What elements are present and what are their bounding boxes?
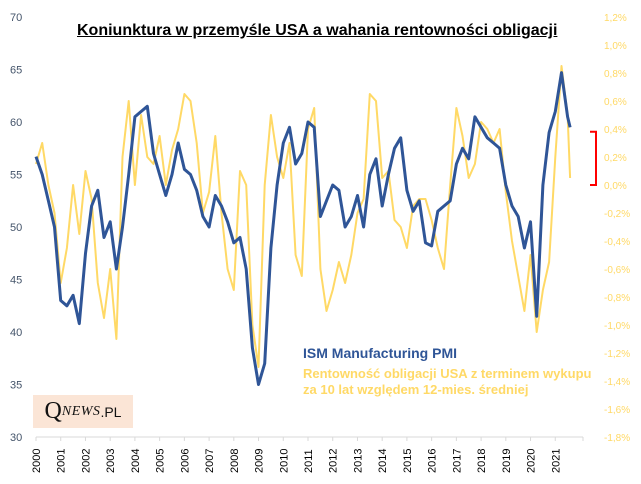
right-tick-label: 0,8% [604,69,627,80]
logo-q: Q [44,398,62,424]
left-tick-label: 45 [10,275,22,287]
left-tick-label: 70 [10,12,22,24]
right-tick-label: -0,2% [604,209,630,220]
left-tick-label: 35 [10,380,22,392]
x-tick-label: 2000 [31,449,43,473]
series-group [34,65,572,386]
x-tick-label: 2014 [377,449,389,473]
right-axis: 1,2% 1,0% 0,8% 0,6% 0,4% 0,2% 0,0% -0,2% -0,4% -0… [604,13,630,444]
logo-news: NEWS [61,403,101,419]
series-line-bond-yield [35,65,572,368]
x-tick-label: 2001 [56,449,68,473]
x-tick-label: 2006 [179,449,191,473]
x-tick-label: 2015 [402,449,414,473]
qnews-logo: Q NEWS .PL [33,395,133,428]
series-line-pmi [34,71,572,386]
left-tick-label: 55 [10,170,22,182]
left-tick-label: 30 [10,432,22,444]
right-tick-label: -0,8% [604,293,630,304]
x-tick-label: 2019 [501,449,513,473]
x-axis: 2000 2001 2002 2003 2004 2005 2006 2007 2008 2009… [31,437,584,473]
right-tick-label: -1,2% [604,349,630,360]
right-tick-label: 0,2% [604,153,627,164]
x-tick-label: 2009 [254,449,266,473]
x-tick-label: 2013 [352,449,364,473]
x-tick-label: 2021 [550,449,562,473]
x-tick-label: 2016 [427,449,439,473]
right-tick-label: -1,6% [604,405,630,416]
left-tick-label: 60 [10,117,22,129]
logo-pl: .PL [100,403,122,420]
legend-entry-bond-yield: Rentowność obligacji USA z terminem wyku… [303,366,592,397]
right-tick-label: 1,2% [604,13,627,24]
chart-title: Koniunktura w przemyśle USA a wahania re… [77,22,558,39]
right-tick-label: 0,4% [604,125,627,136]
right-tick-label: -1,4% [604,377,630,388]
annotation-group [590,130,597,186]
x-tick-label: 2008 [229,449,241,473]
right-tick-label: -1,8% [604,433,630,444]
left-tick-label: 40 [10,327,22,339]
right-tick-label: 0,6% [604,97,627,108]
x-tick-label: 2002 [80,449,92,473]
right-tick-label: -0,4% [604,237,630,248]
left-tick-label: 65 [10,65,22,77]
right-tick-label: -1,0% [604,321,630,332]
x-tick-label: 2007 [204,449,216,473]
right-tick-label: 1,0% [604,41,627,52]
x-tick-label: 2020 [526,449,538,473]
x-tick-label: 2011 [303,449,315,473]
right-tick-label: 0,0% [604,181,627,192]
x-tick-label: 2012 [328,449,340,473]
x-tick-label: 2003 [105,449,117,473]
x-tick-label: 2017 [451,449,463,473]
x-tick-label: 2010 [278,449,290,473]
left-axis: 30 35 40 45 50 55 60 65 70 [10,12,22,444]
x-tick-label: 2004 [130,449,142,473]
right-tick-label: -0,6% [604,265,630,276]
left-tick-label: 50 [10,222,22,234]
red-bracket-annotation [590,130,597,186]
x-tick-label: 2018 [476,449,488,473]
legend-entry-pmi: ISM Manufacturing PMI [303,345,457,361]
x-tick-label: 2005 [155,449,167,473]
